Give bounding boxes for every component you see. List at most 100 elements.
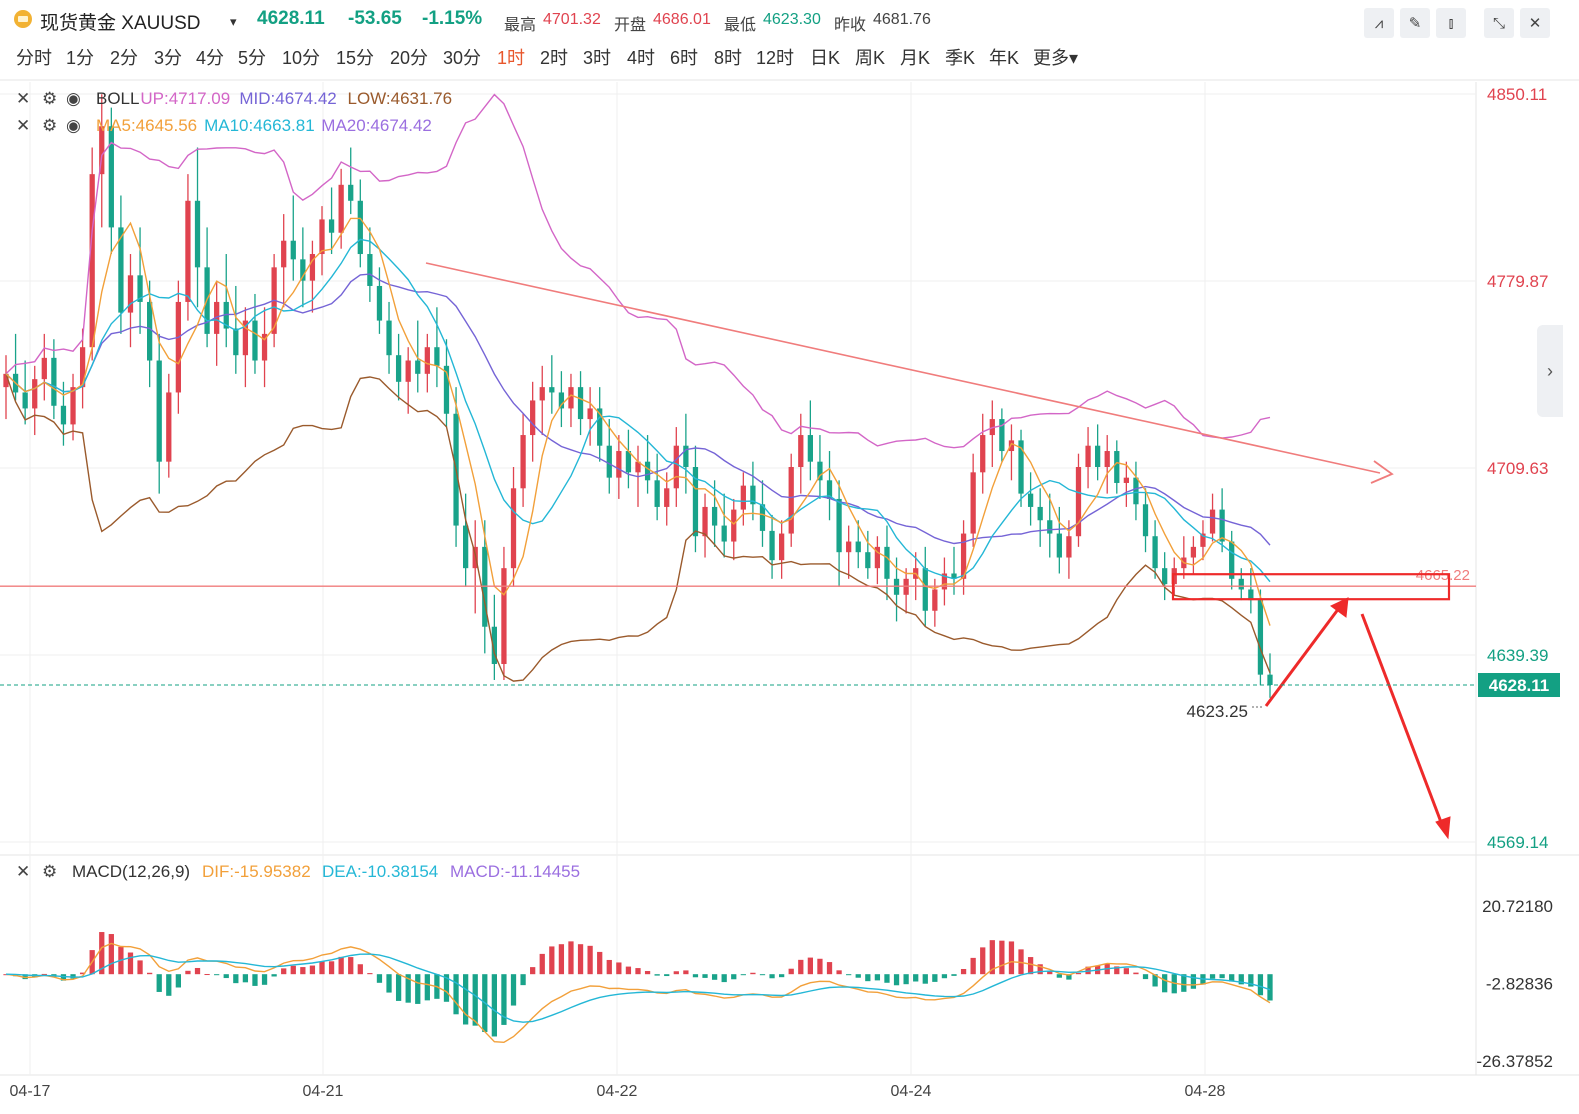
candle-body-111[interactable] [1066,536,1072,558]
candle-body-43[interactable] [415,360,421,374]
candle-body-126[interactable] [1209,509,1216,534]
period-tab-11[interactable]: 2时 [540,48,569,68]
candle-body-56[interactable] [539,387,545,401]
candle-body-119[interactable] [1142,504,1149,537]
candle-body-113[interactable] [1085,445,1091,468]
period-tab-6[interactable]: 10分 [282,48,321,68]
candle-body-72[interactable] [692,467,699,537]
candle-body-76[interactable] [731,509,737,542]
period-tab-13[interactable]: 4时 [627,48,656,68]
candle-body-12[interactable] [118,227,124,313]
candle-body-62[interactable] [597,408,603,446]
candle-body-77[interactable] [740,485,746,510]
candle-body-45[interactable] [434,347,440,366]
candle-body-34[interactable] [328,219,335,233]
candle-body-82[interactable] [788,467,794,534]
candle-body-67[interactable] [644,461,651,481]
candle-body-64[interactable] [616,451,622,478]
period-tab-19[interactable]: 月K [900,48,931,68]
candle-body-98[interactable] [941,573,948,590]
candle-body-30[interactable] [290,240,296,260]
candle-body-116[interactable] [1114,451,1120,483]
candle-body-87[interactable] [836,498,842,553]
candle-body-70[interactable] [673,445,679,489]
candle-body-96[interactable] [922,568,928,611]
candle-body-15[interactable] [147,301,153,361]
candle-body-97[interactable] [932,589,938,611]
candle-body-40[interactable] [386,320,392,356]
candle-body-99[interactable] [951,573,957,579]
candle-body-115[interactable] [1104,451,1110,468]
candle-body-71[interactable] [683,445,689,468]
period-tab-2[interactable]: 2分 [110,48,139,68]
candle-body-16[interactable] [156,360,162,462]
candle-body-118[interactable] [1133,477,1139,505]
candle-body-9[interactable] [89,174,95,348]
candle-body-84[interactable] [807,435,813,462]
period-tab-8[interactable]: 20分 [390,48,429,68]
candle-settings-icon[interactable]: ⫾ [1436,8,1466,38]
candle-body-90[interactable] [865,552,871,569]
caret-down-icon[interactable]: ▾ [230,14,237,29]
candle-body-74[interactable] [711,506,718,526]
candle-body-66[interactable] [635,461,641,473]
line-style-icon[interactable]: ⩘ [1364,8,1394,38]
period-tab-7[interactable]: 15分 [336,48,375,68]
candle-body-48[interactable] [463,525,469,569]
candle-body-80[interactable] [769,530,775,561]
candle-body-36[interactable] [348,184,354,201]
period-tab-20[interactable]: 季K [945,48,976,68]
candle-body-3[interactable] [32,379,38,409]
candle-body-10[interactable] [99,126,105,175]
candle-body-54[interactable] [520,435,526,489]
candle-body-27[interactable] [261,333,268,361]
candle-body-106[interactable] [1018,440,1024,494]
candle-body-53[interactable] [510,488,517,569]
candle-body-110[interactable] [1056,533,1062,558]
candle-body-32[interactable] [309,254,316,281]
candle-body-51[interactable] [491,626,497,665]
candle-body-6[interactable] [60,405,67,425]
candle-body-22[interactable] [214,301,220,334]
candle-body-107[interactable] [1027,493,1034,507]
candle-body-100[interactable] [960,533,967,579]
period-tab-14[interactable]: 6时 [670,48,699,68]
candle-body-79[interactable] [759,504,766,531]
period-tab-1[interactable]: 1分 [66,48,95,68]
candle-body-132[interactable] [1267,674,1273,686]
candle-body-41[interactable] [395,355,402,382]
candle-body-104[interactable] [999,419,1005,452]
candle-body-37[interactable] [357,200,363,255]
candle-body-69[interactable] [664,488,670,507]
collapse-icon[interactable]: ⤡ [1484,8,1514,38]
period-tab-16[interactable]: 12时 [756,48,795,68]
period-tab-22[interactable]: 更多▾ [1033,48,1079,68]
candle-body-25[interactable] [242,320,249,356]
candle-body-65[interactable] [625,451,632,473]
candle-body-2[interactable] [22,392,28,409]
candle-body-17[interactable] [166,392,172,462]
candle-body-92[interactable] [884,546,890,579]
period-tab-3[interactable]: 3分 [154,48,183,68]
candle-body-5[interactable] [51,357,57,406]
candle-body-33[interactable] [319,219,325,255]
candle-body-44[interactable] [424,347,430,374]
candle-body-109[interactable] [1047,520,1053,534]
instrument-name[interactable]: 现货黄金 XAUUSD [40,13,201,34]
candle-body-61[interactable] [587,408,593,420]
candle-body-130[interactable] [1248,589,1254,601]
candle-body-114[interactable] [1095,445,1101,468]
candle-body-108[interactable] [1037,506,1043,521]
candle-body-35[interactable] [338,184,344,233]
candle-body-14[interactable] [137,275,143,302]
candle-body-13[interactable] [127,275,134,313]
candle-body-88[interactable] [846,541,852,553]
period-tab-5[interactable]: 5分 [238,48,267,68]
candle-body-112[interactable] [1075,467,1082,537]
candle-body-63[interactable] [606,445,612,478]
candle-body-125[interactable] [1200,533,1206,547]
candle-body-55[interactable] [530,400,536,436]
period-tab-12[interactable]: 3时 [583,48,612,68]
candle-body-102[interactable] [980,435,986,473]
